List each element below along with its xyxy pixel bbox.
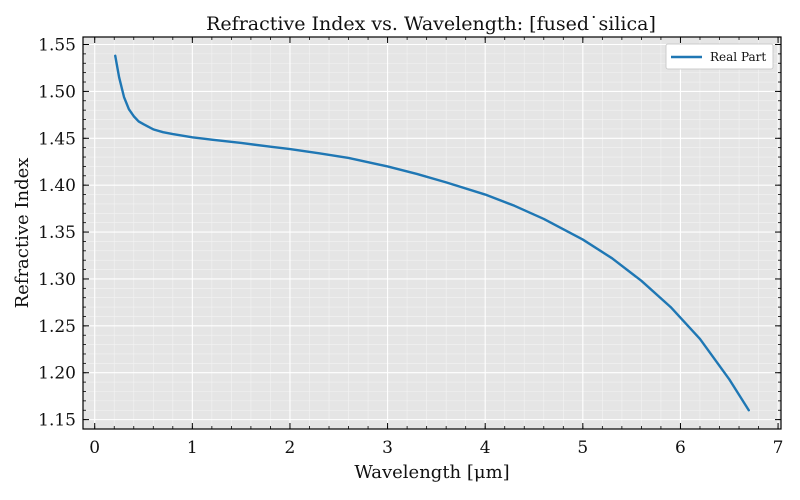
x-tick-label: 6 (675, 438, 686, 458)
legend-label-real-part: Real Part (710, 50, 766, 64)
y-tick-label: 1.15 (38, 411, 76, 431)
y-axis-label: Refractive Index (12, 158, 33, 309)
y-tick-label: 1.25 (38, 317, 76, 337)
y-tick-label: 1.50 (38, 82, 76, 102)
series-layer (114, 54, 750, 412)
x-tick-label: 2 (285, 438, 296, 458)
legend: Real Part (665, 43, 774, 70)
x-tick-labels: 0 1 2 3 4 5 6 7 (89, 438, 783, 458)
y-tick-label: 1.45 (38, 129, 76, 149)
y-tick-label: 1.40 (38, 176, 76, 196)
series-line-real-part (114, 54, 750, 412)
y-tick-labels: 1.15 1.20 1.25 1.30 1.35 1.40 1.45 1.50 1.55 (38, 36, 76, 431)
y-tick-label: 1.35 (38, 223, 76, 243)
y-tick-label: 1.55 (38, 36, 76, 56)
x-tick-label: 7 (773, 438, 784, 458)
x-tick-label: 5 (577, 438, 588, 458)
major-gridlines (83, 37, 781, 429)
x-tick-label: 3 (382, 438, 393, 458)
plot-frame (82, 36, 782, 430)
x-tick-label: 0 (89, 438, 100, 458)
plot-area (83, 37, 781, 429)
legend-box (665, 43, 774, 70)
y-tick-label: 1.20 (38, 364, 76, 384)
x-tick-label: 4 (480, 438, 491, 458)
chart-title: Refractive Index vs. Wavelength: [fused˙… (206, 13, 656, 35)
axis-ticks (83, 37, 781, 429)
x-tick-label: 1 (187, 438, 198, 458)
x-axis-label: Wavelength [μm] (354, 462, 509, 483)
y-tick-label: 1.30 (38, 270, 76, 290)
